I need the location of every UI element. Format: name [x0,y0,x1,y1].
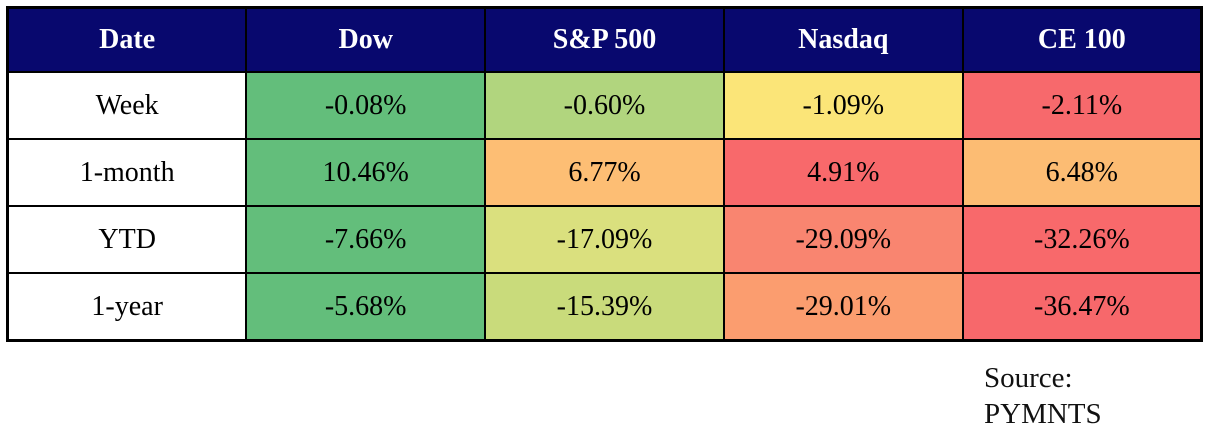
value-cell-dow: -5.68% [245,272,487,342]
column-header-dow: Dow [245,6,487,73]
value-cell-nasdaq: -29.01% [722,272,964,342]
value-cell-sp500: -15.39% [484,272,725,342]
table-row-week: Week -0.08% -0.60% -1.09% -2.11% [6,71,1203,140]
source-name: PYMNTS [984,398,1102,430]
table-row-1-month: 1-month 10.46% 6.77% 4.91% 6.48% [6,138,1203,207]
market-performance-table: Date Dow S&P 500 Nasdaq CE 100 Week -0.0… [6,6,1203,342]
value-cell-ce100: 6.48% [961,138,1203,207]
value-cell-dow: -7.66% [245,205,487,274]
row-label-cell: Week [6,71,248,140]
column-header-nasdaq: Nasdaq [722,6,964,73]
row-label-cell: 1-year [6,272,248,342]
value-cell-dow: -0.08% [245,71,487,140]
value-cell-nasdaq: 4.91% [722,138,964,207]
source-label: Source: [984,362,1073,394]
table-row-ytd: YTD -7.66% -17.09% -29.09% -32.26% [6,205,1203,274]
column-header-sp500: S&P 500 [484,6,725,73]
value-cell-nasdaq: -29.09% [722,205,964,274]
column-header-ce100: CE 100 [961,6,1203,73]
value-cell-ce100: -36.47% [961,272,1203,342]
row-label-cell: YTD [6,205,248,274]
row-label-cell: 1-month [6,138,248,207]
column-header-date: Date [6,6,248,73]
value-cell-ce100: -32.26% [961,205,1203,274]
header-row: Date Dow S&P 500 Nasdaq CE 100 [6,6,1203,73]
value-cell-sp500: -0.60% [484,71,725,140]
table-row-1-year: 1-year -5.68% -15.39% -29.01% -36.47% [6,272,1203,342]
value-cell-ce100: -2.11% [961,71,1203,140]
value-cell-sp500: -17.09% [484,205,725,274]
source-attribution: Source: PYMNTS [984,360,1102,431]
value-cell-sp500: 6.77% [484,138,725,207]
value-cell-nasdaq: -1.09% [722,71,964,140]
value-cell-dow: 10.46% [245,138,487,207]
